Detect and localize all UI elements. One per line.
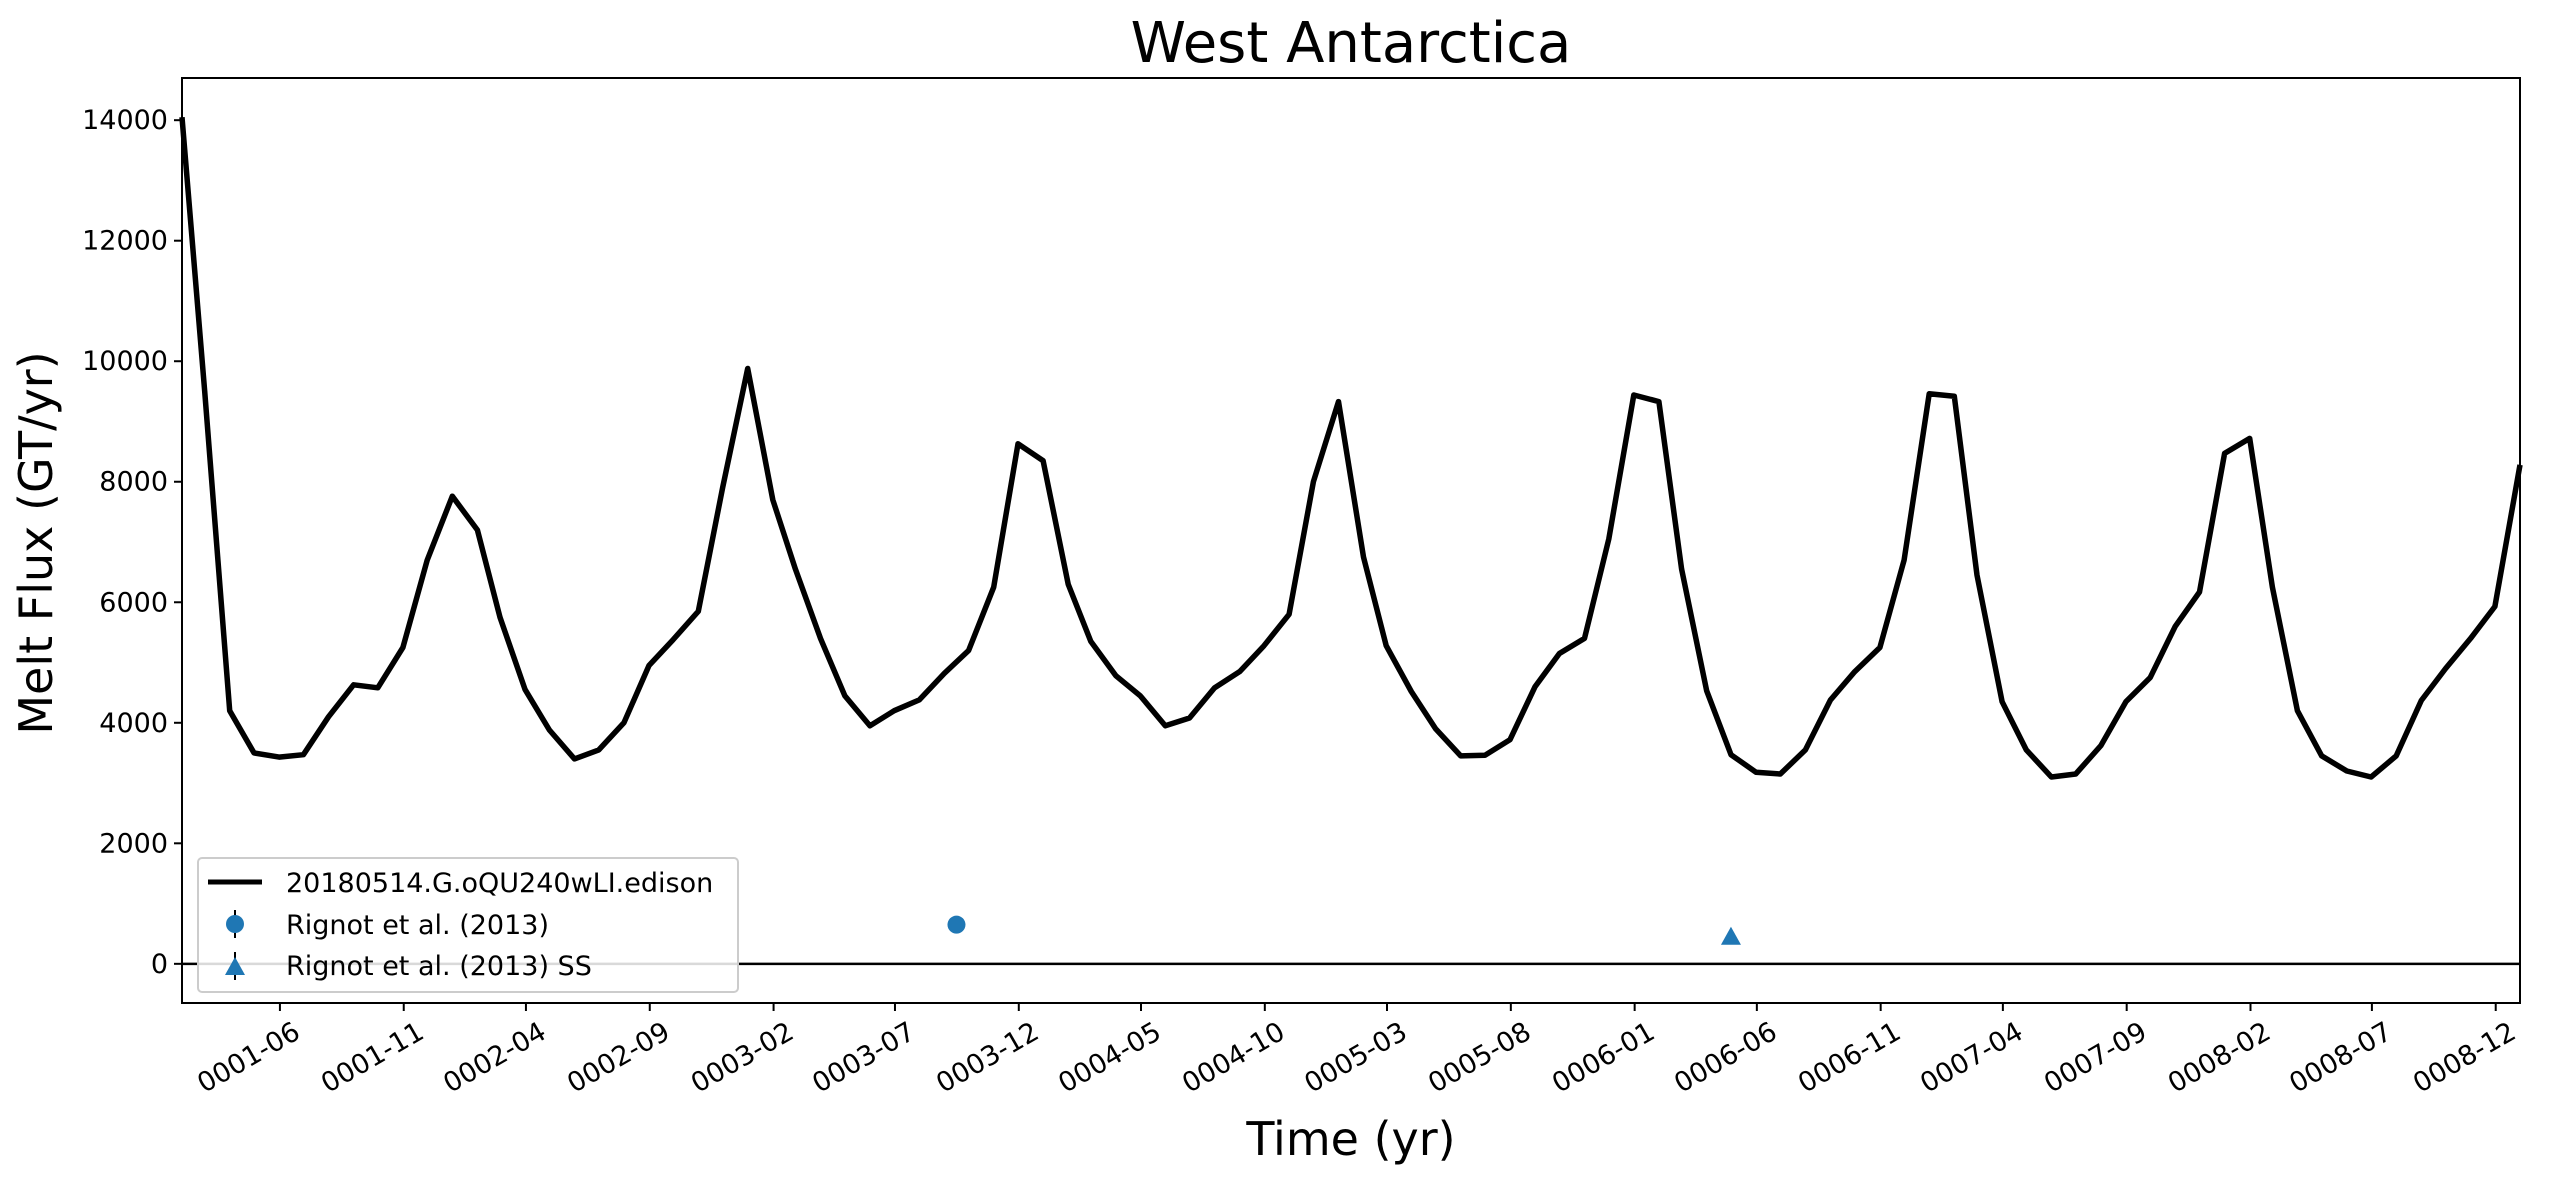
plot-frame	[181, 77, 2521, 1004]
x-tick-label: 0005-03	[1299, 1016, 1412, 1099]
x-tick-label: 0002-09	[562, 1016, 675, 1099]
legend-entry-rignot-ss: Rignot et al. (2013) SS	[225, 951, 592, 982]
x-tick-label: 0003-12	[931, 1016, 1044, 1099]
x-tick-label: 0004-10	[1177, 1016, 1290, 1099]
x-tick-label: 0001-11	[316, 1016, 429, 1099]
y-tick-label: 6000	[99, 587, 168, 618]
legend-label-model: 20180514.G.oQU240wLI.edison	[286, 868, 713, 899]
y-tick-label: 14000	[82, 105, 168, 136]
data-point-rignot-ss	[1720, 926, 1741, 945]
series-line-model	[179, 116, 2523, 780]
x-tick-label: 0008-12	[2408, 1016, 2521, 1099]
y-tick-label: 10000	[82, 346, 168, 377]
x-tick-label: 0002-04	[438, 1016, 551, 1099]
x-tick-label: 0006-06	[1669, 1016, 1782, 1099]
legend: 20180514.G.oQU240wLI.edison Rignot et al…	[197, 857, 739, 993]
legend-label-rignot: Rignot et al. (2013)	[286, 910, 549, 941]
legend-box	[197, 857, 739, 993]
y-axis-label: Melt Flux (GT/yr)	[9, 351, 63, 734]
x-tick-label: 0007-04	[1915, 1016, 2028, 1099]
y-tick-label: 8000	[99, 467, 168, 498]
x-tick-label: 0005-08	[1423, 1016, 1536, 1099]
data-point-rignot	[947, 915, 966, 934]
y-tick-label: 2000	[99, 828, 168, 859]
x-tick-label: 0006-11	[1793, 1016, 1906, 1099]
y-tick-label: 12000	[82, 226, 168, 257]
x-tick-label: 0007-09	[2039, 1016, 2152, 1099]
x-axis-label: Time (yr)	[1245, 1112, 1455, 1166]
x-tick-label: 0003-07	[807, 1016, 920, 1099]
x-tick-label: 0001-06	[192, 1016, 305, 1099]
legend-label-rignot-ss: Rignot et al. (2013) SS	[286, 951, 592, 982]
legend-entry-rignot: Rignot et al. (2013)	[226, 910, 549, 941]
x-tick-label: 0006-01	[1547, 1016, 1660, 1099]
x-tick-label: 0003-02	[686, 1016, 799, 1099]
marker-layer	[947, 915, 1741, 945]
x-tick-label: 0008-02	[2163, 1016, 2276, 1099]
x-axis-ticks: 0001-06 0001-11 0002-04 0002-09 0003-02 0003-…	[192, 1003, 2521, 1099]
chart-title: West Antarctica	[1131, 11, 1572, 76]
y-axis-ticks: 0 2000 4000 6000 8000 10000 12000 14000	[82, 105, 182, 980]
legend-circle-marker	[226, 915, 244, 933]
y-tick-label: 4000	[99, 708, 168, 739]
x-tick-label: 0008-07	[2284, 1016, 2397, 1099]
series-layer	[179, 116, 2523, 780]
y-tick-label: 0	[151, 949, 168, 980]
x-tick-label: 0004-05	[1053, 1016, 1166, 1099]
legend-triangle-marker	[225, 957, 245, 975]
legend-entry-model: 20180514.G.oQU240wLI.edison	[208, 868, 713, 899]
